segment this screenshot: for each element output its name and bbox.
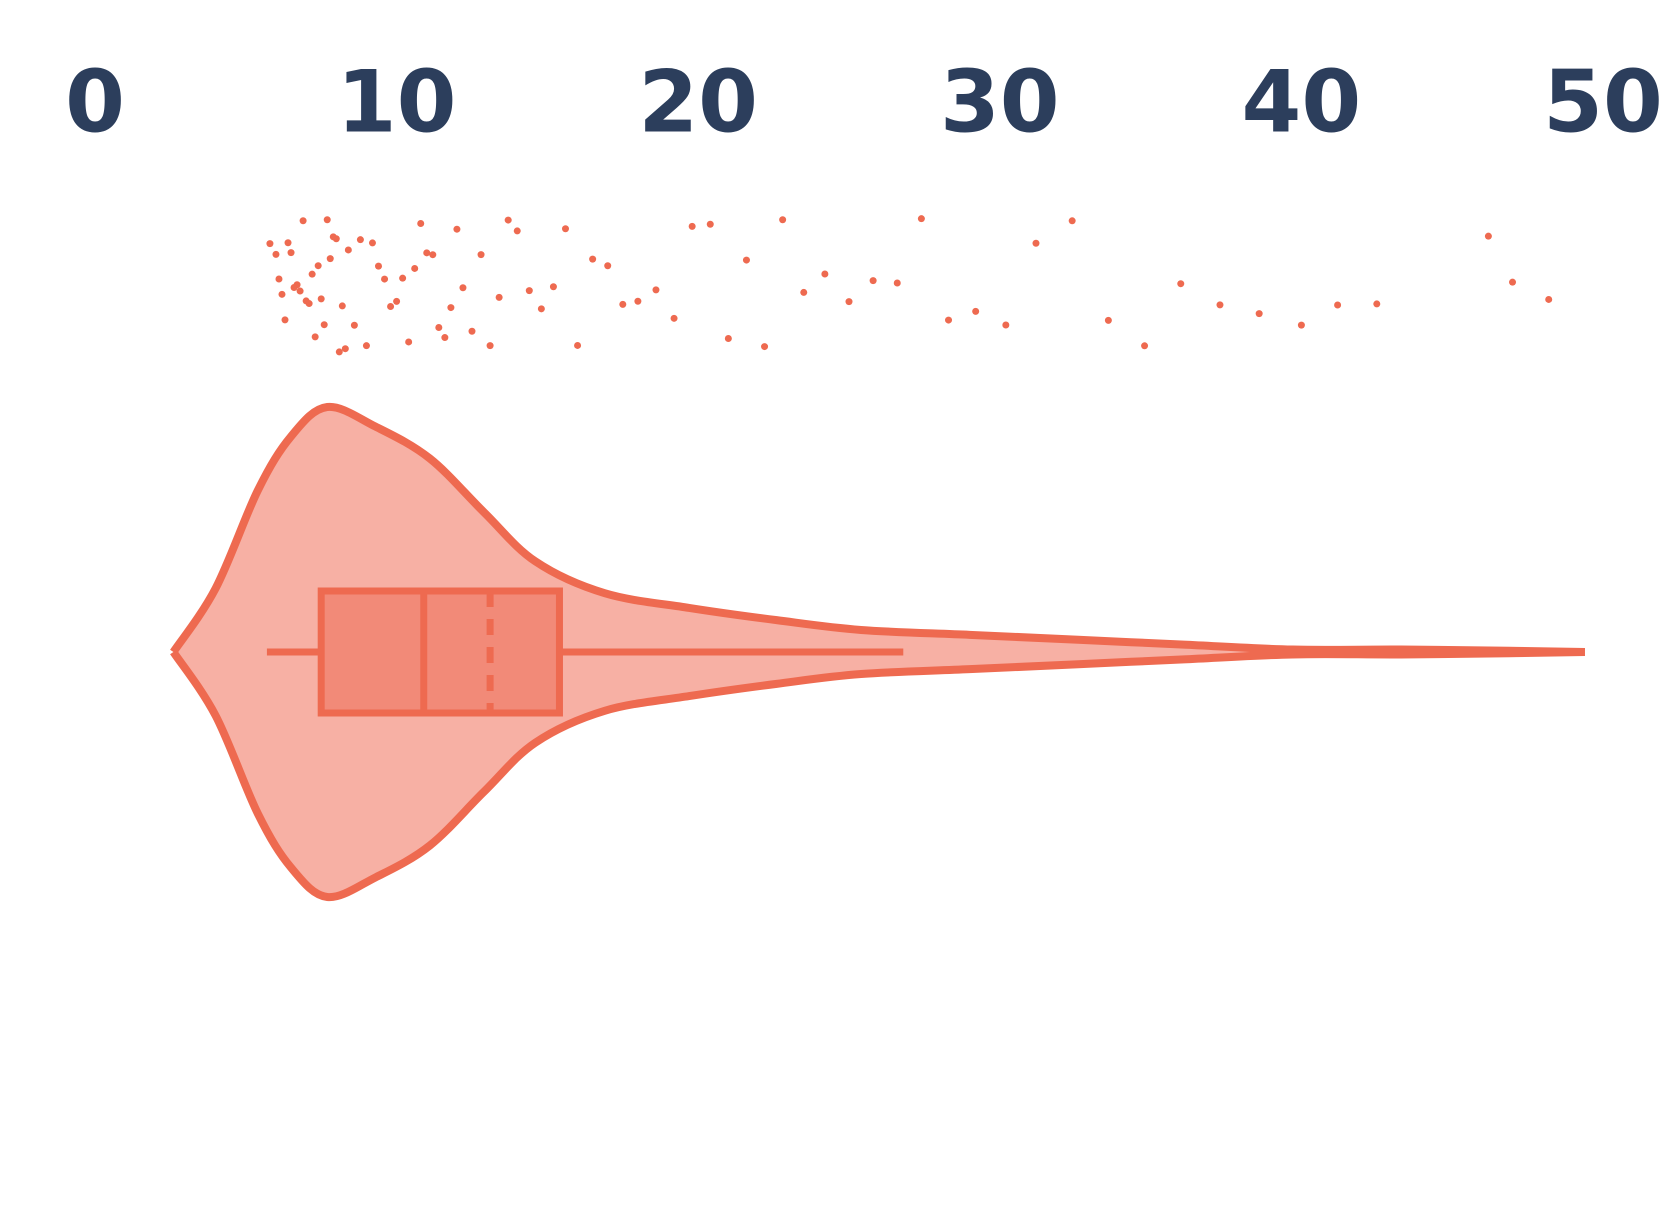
violin-outline [170,648,1585,902]
point [945,316,953,324]
point [332,235,340,243]
point [429,251,437,259]
point [375,262,383,270]
point [1141,342,1149,350]
point [368,239,376,247]
point [311,333,319,341]
point [800,288,808,296]
point [350,321,358,329]
point [688,222,696,230]
point [742,256,750,264]
point [266,240,274,248]
point [1255,310,1263,318]
point [619,300,627,308]
x-tick-label: 40 [1242,52,1362,152]
x-tick-label: 10 [337,52,457,152]
point [453,225,461,233]
point [341,345,349,353]
point [278,290,286,298]
point [706,220,714,228]
point [281,316,289,324]
point [972,307,980,315]
point [393,297,401,305]
x-tick-label: 20 [638,52,758,152]
point [504,216,512,224]
point [314,262,322,270]
point [821,270,829,278]
point [869,277,877,285]
point [1216,301,1224,309]
point [338,302,346,310]
point [1373,300,1381,308]
point [1545,295,1553,303]
point [344,246,352,254]
point [634,297,642,305]
point [399,274,407,282]
point [447,304,455,312]
point [317,295,325,303]
point [1002,321,1010,329]
point [320,321,328,329]
point [724,334,732,342]
point [468,327,476,335]
point [1068,217,1076,225]
point [589,255,597,263]
point [1484,232,1492,240]
box [317,587,563,717]
point [893,279,901,287]
point [513,227,521,235]
point [284,239,292,247]
point [356,236,364,244]
point [459,284,467,292]
point [387,303,395,311]
point [525,287,533,295]
point [296,287,304,295]
point [604,262,612,270]
point [1104,316,1112,324]
point [405,338,413,346]
point [561,225,569,233]
x-tick-label: 0 [65,52,125,152]
point [652,286,660,294]
point [299,217,307,225]
point [549,283,557,291]
point [423,249,431,257]
point [670,314,678,322]
point [326,255,334,263]
point [287,249,295,257]
point [477,251,485,259]
point [495,293,503,301]
point [1177,280,1185,288]
point [293,281,301,289]
point [574,341,582,349]
point [275,275,283,283]
point [1032,239,1040,247]
point [779,216,787,224]
point [917,215,925,223]
point [308,270,316,278]
point [362,342,370,350]
x-tick-label: 30 [940,52,1060,152]
point [323,216,331,224]
point [1297,321,1305,329]
violin-outline [170,402,1585,656]
point [441,334,449,342]
point [761,343,769,351]
point [845,298,853,306]
point [381,275,389,283]
point [486,342,494,350]
point [435,324,443,332]
point [411,264,419,272]
point [335,348,343,356]
point [272,250,280,258]
point [537,305,545,313]
point [417,220,425,228]
point [305,300,313,308]
x-tick-label: 50 [1543,52,1663,152]
point [1334,301,1342,309]
point [1509,278,1517,286]
